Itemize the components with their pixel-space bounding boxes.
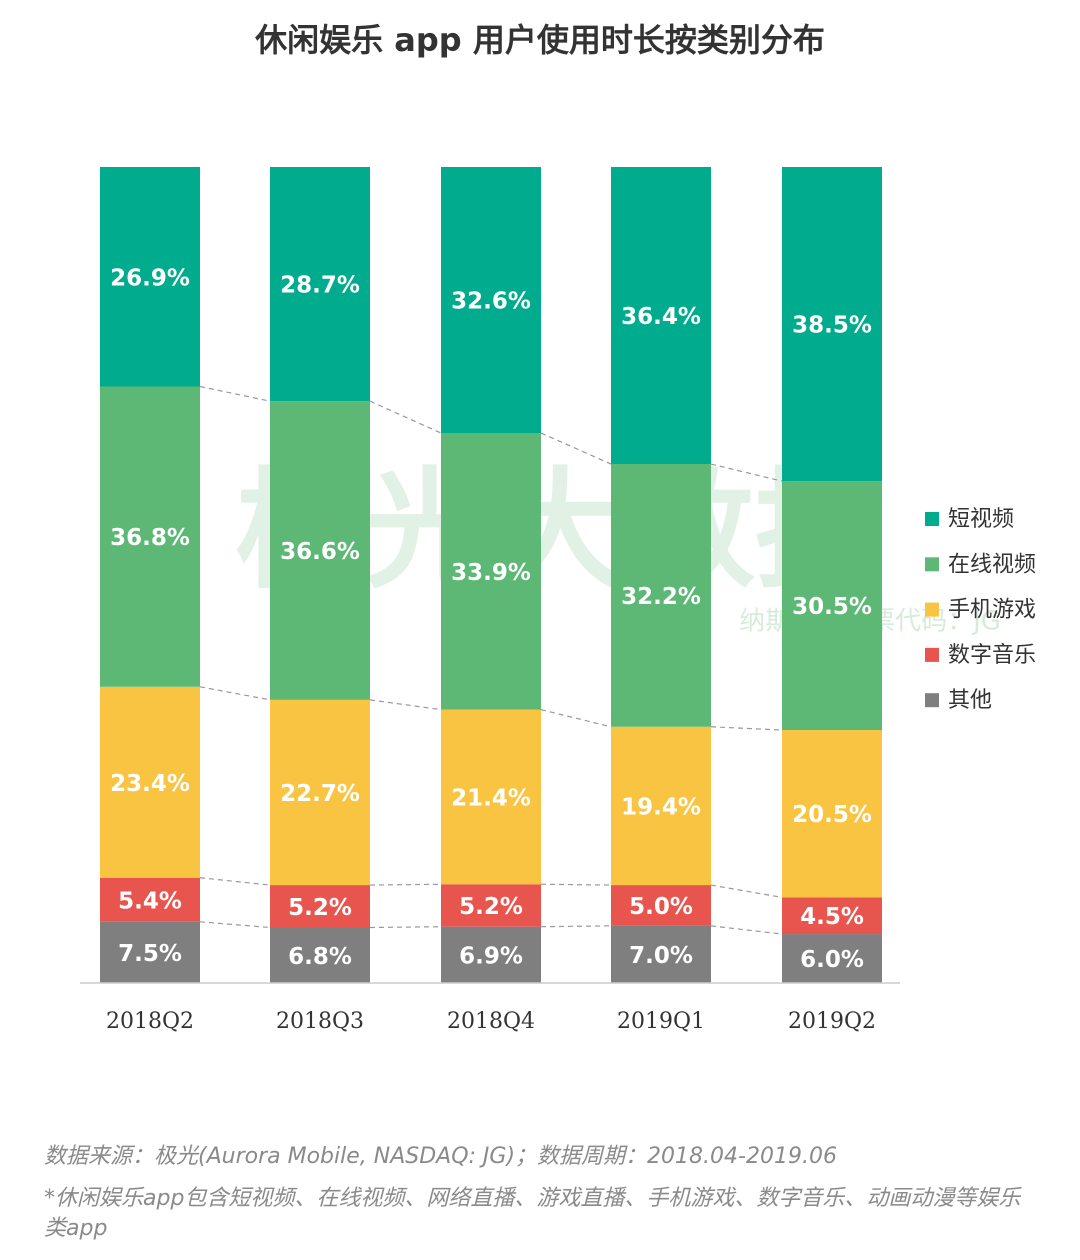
x-tick-label: 2018Q3 — [276, 1009, 364, 1034]
value-label: 26.9% — [110, 265, 190, 291]
legend-label: 在线视频 — [948, 552, 1036, 577]
x-tick-label: 2019Q2 — [788, 1009, 876, 1034]
value-label: 36.4% — [621, 304, 701, 330]
connector — [199, 877, 271, 886]
connector — [710, 884, 783, 898]
value-label: 21.4% — [451, 785, 531, 811]
bar-segment — [611, 167, 711, 465]
source-note: 数据来源：极光(Aurora Mobile, NASDAQ: JG)；数据周期：… — [44, 1144, 837, 1169]
bar-segment — [611, 925, 711, 983]
bar-segment — [441, 926, 541, 983]
value-label: 30.5% — [792, 594, 872, 620]
bar-segment — [270, 885, 370, 928]
value-label: 6.9% — [459, 943, 523, 969]
bar-segment — [100, 686, 200, 878]
value-label: 22.7% — [280, 781, 360, 807]
footnote: *休闲娱乐app包含短视频、在线视频、网络直播、游戏直播、手机游戏、数字音乐、动… — [44, 1186, 1021, 1241]
chart-title: 休闲娱乐 app 用户使用时长按类别分布 — [254, 21, 825, 59]
value-label: 5.2% — [459, 894, 523, 920]
connector — [369, 699, 442, 711]
bar-segment — [782, 934, 882, 983]
bar-segment — [441, 433, 541, 710]
bar-segment — [782, 481, 882, 731]
value-label: 36.8% — [110, 525, 190, 551]
value-label: 6.8% — [288, 944, 352, 970]
connector — [540, 432, 612, 465]
value-label: 5.4% — [118, 888, 182, 914]
x-tick-label: 2019Q1 — [617, 1009, 705, 1034]
bar-segment — [782, 897, 882, 935]
bar-segment — [441, 167, 541, 434]
value-label: 19.4% — [621, 794, 701, 820]
connector — [199, 385, 271, 402]
bar-segment — [100, 167, 200, 387]
connector — [199, 686, 271, 701]
bar-segment — [782, 730, 882, 898]
legend-swatch — [925, 557, 939, 572]
bar-segment — [270, 401, 370, 700]
bar-segment — [611, 464, 711, 727]
connector — [369, 400, 442, 434]
value-label: 20.5% — [792, 802, 872, 828]
connector — [710, 463, 783, 482]
legend-swatch — [925, 602, 939, 617]
bar-segment — [100, 921, 200, 983]
value-label: 36.6% — [280, 539, 360, 565]
bar-segment — [270, 927, 370, 983]
legend-label: 其他 — [948, 688, 992, 713]
legend-label: 数字音乐 — [948, 643, 1036, 668]
value-label: 38.5% — [792, 313, 872, 339]
bar-segment — [270, 167, 370, 402]
value-label: 6.0% — [800, 947, 864, 973]
bar-segment — [441, 709, 541, 885]
value-label: 32.6% — [451, 289, 531, 315]
connector — [540, 709, 612, 728]
value-label: 23.4% — [110, 771, 190, 797]
value-label: 7.0% — [629, 943, 693, 969]
value-label: 5.0% — [629, 894, 693, 920]
x-tick-label: 2018Q4 — [447, 1009, 535, 1034]
value-label: 33.9% — [451, 560, 531, 586]
bar-segment — [100, 877, 200, 922]
bar-segment — [611, 885, 711, 926]
value-label: 7.5% — [118, 941, 182, 967]
connector — [199, 921, 271, 929]
bar-segment — [782, 167, 882, 482]
bar-segment — [611, 726, 711, 886]
value-label: 28.7% — [280, 273, 360, 299]
bar-segment — [100, 386, 200, 687]
bar-segment — [270, 699, 370, 886]
connector — [710, 925, 783, 935]
legend-swatch — [925, 647, 939, 662]
x-tick-label: 2018Q2 — [106, 1009, 194, 1034]
connector — [540, 925, 612, 928]
connector — [540, 883, 612, 886]
value-label: 4.5% — [800, 904, 864, 930]
legend-label: 短视频 — [948, 507, 1014, 532]
bar-segment — [441, 884, 541, 927]
connector — [369, 883, 442, 886]
connector — [710, 726, 783, 731]
value-label: 5.2% — [288, 895, 352, 921]
legend-swatch — [925, 693, 939, 708]
connector — [369, 926, 442, 929]
value-label: 32.2% — [621, 584, 701, 610]
legend-swatch — [925, 512, 939, 526]
legend-label: 手机游戏 — [948, 598, 1036, 623]
